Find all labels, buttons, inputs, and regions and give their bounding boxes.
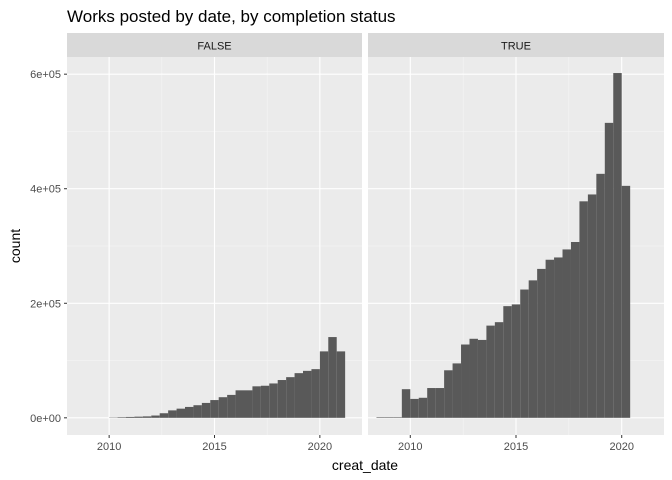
strip-background <box>368 33 664 57</box>
histogram-bar <box>260 385 270 418</box>
histogram-bar <box>596 173 605 418</box>
histogram-bar <box>319 351 329 418</box>
histogram-bar <box>376 417 385 418</box>
histogram-bar <box>117 417 126 418</box>
strip-label-true: TRUE <box>501 41 531 53</box>
x-axis-false: 2010 2015 2020 <box>97 435 332 453</box>
histogram-bar <box>570 241 580 418</box>
histogram-bar <box>503 306 512 418</box>
x-tick-label: 2020 <box>308 441 332 453</box>
histogram-bar <box>286 377 295 418</box>
histogram-bar <box>218 397 228 418</box>
histogram-bar <box>393 417 402 418</box>
histogram-bar <box>134 416 143 418</box>
histogram-bar <box>587 194 597 418</box>
histogram-bar <box>159 413 169 418</box>
histogram-bar <box>520 289 529 418</box>
histogram-bar <box>235 390 244 418</box>
y-tick-label: 2e+05 <box>30 298 61 310</box>
histogram-bar <box>193 405 202 418</box>
histogram-bar <box>494 322 504 418</box>
histogram-bar <box>185 406 194 418</box>
histogram-bar <box>444 370 453 418</box>
histogram-bar <box>477 339 487 418</box>
histogram-bar <box>126 416 135 418</box>
histogram-bar <box>452 363 462 418</box>
histogram-bar <box>545 259 555 418</box>
histogram-bar <box>252 386 261 418</box>
histogram-bar <box>277 380 287 418</box>
histogram-bar <box>621 185 631 418</box>
panel-false: FALSE <box>67 33 362 435</box>
histogram-bar <box>410 398 419 418</box>
strip-background <box>67 33 362 57</box>
histogram-bar <box>176 408 185 418</box>
histogram-bar <box>613 73 622 418</box>
histogram-bar <box>401 389 411 418</box>
histogram-bar <box>579 201 588 418</box>
histogram-bar <box>562 249 571 418</box>
y-axis: 0e+00 2e+05 4e+05 6e+05 <box>30 69 67 425</box>
x-axis-title: creat_date <box>332 457 398 473</box>
histogram-bar <box>384 417 394 418</box>
histogram-bar <box>269 383 278 418</box>
chart-title: Works posted by date, by completion stat… <box>67 7 396 26</box>
histogram-bar <box>511 304 521 418</box>
x-tick-label: 2015 <box>202 441 226 453</box>
x-axis-true: 2010 2015 2020 <box>398 435 634 453</box>
x-tick-label: 2015 <box>504 441 528 453</box>
histogram-bar <box>554 257 563 418</box>
histogram-bar <box>244 390 253 418</box>
histogram-bar <box>435 388 445 418</box>
histogram-bar <box>528 280 538 418</box>
histogram-bar <box>151 415 160 418</box>
x-tick-label: 2010 <box>398 441 422 453</box>
x-tick-label: 2010 <box>97 441 121 453</box>
y-tick-label: 0e+00 <box>30 413 61 425</box>
histogram-bar <box>537 268 546 418</box>
panel-bars <box>109 337 346 418</box>
histogram-bar <box>469 338 478 418</box>
x-tick-label: 2020 <box>609 441 633 453</box>
histogram-bar <box>142 416 152 418</box>
histogram-bar <box>604 122 614 418</box>
y-tick-label: 4e+05 <box>30 184 61 196</box>
histogram-bar <box>303 370 312 418</box>
histogram-bar <box>210 400 219 418</box>
panel-bars <box>376 73 631 418</box>
panel-true: TRUE <box>368 33 664 435</box>
histogram-bar <box>294 373 303 418</box>
histogram-bar <box>328 337 337 418</box>
y-tick-label: 6e+05 <box>30 69 61 81</box>
histogram-bar <box>201 402 211 418</box>
strip-label-false: FALSE <box>197 41 231 53</box>
histogram-bar <box>168 410 177 418</box>
histogram-bar <box>311 369 320 418</box>
histogram-bar <box>427 388 436 418</box>
histogram-bar <box>461 344 470 418</box>
histogram-bar <box>336 351 346 418</box>
histogram-bar <box>418 397 428 418</box>
histogram-bar <box>227 394 236 418</box>
y-axis-title: count <box>7 229 23 263</box>
histogram-bar <box>486 325 495 418</box>
